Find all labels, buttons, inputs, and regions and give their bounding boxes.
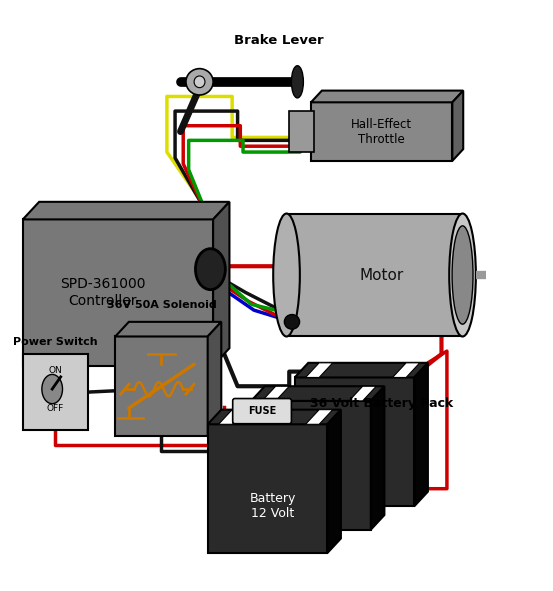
Ellipse shape (186, 69, 213, 95)
Text: OFF: OFF (47, 404, 64, 413)
Polygon shape (306, 410, 333, 424)
Text: Hall-Effect
Throttle: Hall-Effect Throttle (351, 118, 412, 145)
Text: Brake Lever: Brake Lever (233, 34, 323, 47)
Polygon shape (23, 202, 229, 219)
Ellipse shape (42, 375, 62, 404)
Polygon shape (295, 363, 428, 378)
Polygon shape (218, 410, 246, 424)
Ellipse shape (273, 213, 300, 336)
Polygon shape (311, 90, 463, 102)
Ellipse shape (194, 76, 205, 87)
Polygon shape (327, 410, 341, 553)
Polygon shape (115, 336, 208, 436)
Polygon shape (115, 322, 221, 336)
Text: SPD-361000
Controller: SPD-361000 Controller (60, 277, 145, 308)
Text: 36V 50A Solenoid: 36V 50A Solenoid (107, 300, 216, 310)
Polygon shape (452, 90, 463, 161)
Polygon shape (208, 322, 221, 436)
Text: 36 Volt Battery Pack: 36 Volt Battery Pack (310, 397, 453, 410)
Ellipse shape (452, 226, 473, 324)
Polygon shape (213, 202, 229, 366)
Polygon shape (289, 111, 314, 152)
Text: FUSE: FUSE (248, 406, 276, 416)
Polygon shape (371, 387, 384, 530)
Polygon shape (393, 363, 420, 378)
Polygon shape (311, 102, 452, 161)
Text: ON: ON (49, 366, 62, 375)
Polygon shape (414, 363, 428, 506)
Polygon shape (23, 219, 213, 366)
Polygon shape (262, 387, 289, 401)
Ellipse shape (449, 213, 476, 336)
Ellipse shape (195, 249, 226, 290)
Polygon shape (23, 354, 88, 430)
Text: Motor: Motor (359, 268, 404, 282)
Polygon shape (349, 387, 376, 401)
Polygon shape (286, 213, 462, 336)
Polygon shape (251, 387, 384, 401)
Ellipse shape (291, 66, 304, 98)
Polygon shape (306, 363, 333, 378)
Polygon shape (251, 401, 371, 530)
Polygon shape (295, 378, 414, 506)
FancyBboxPatch shape (233, 398, 291, 424)
Ellipse shape (284, 314, 300, 329)
Text: Power Switch: Power Switch (13, 337, 98, 347)
Text: Battery
12 Volt: Battery 12 Volt (250, 492, 296, 520)
Polygon shape (208, 424, 327, 553)
Polygon shape (208, 410, 341, 424)
